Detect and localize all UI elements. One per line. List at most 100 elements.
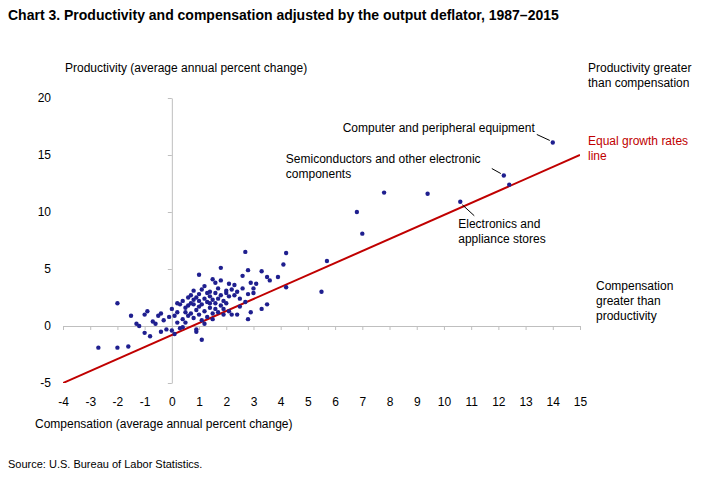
x-tick-label: 8 [387, 395, 394, 409]
x-tick-label: 13 [519, 395, 533, 409]
point [360, 231, 364, 235]
x-tick-mark [553, 326, 554, 330]
x-tick-label: 14 [547, 395, 561, 409]
point [151, 319, 155, 323]
y-tick-mark [168, 269, 172, 270]
point [115, 345, 119, 349]
y-tick-label: -5 [40, 376, 51, 390]
point [216, 296, 220, 300]
x-tick: 6 [332, 326, 339, 409]
annotation: than compensation [588, 76, 689, 90]
point [425, 192, 429, 196]
point [96, 345, 100, 349]
title: Chart 3. Productivity and compensation a… [8, 7, 559, 23]
x-tick: 3 [251, 326, 258, 409]
leader-line [492, 169, 501, 174]
x-tick-label: 1 [196, 395, 203, 409]
point [249, 310, 253, 314]
point [197, 312, 201, 316]
point [551, 140, 555, 144]
point [126, 344, 130, 348]
y-axis-line [172, 99, 173, 384]
point [170, 307, 174, 311]
x-tick-mark [580, 326, 581, 330]
point [205, 315, 209, 319]
y-axis: -505101520 [38, 91, 173, 390]
point [181, 325, 185, 329]
point [200, 337, 204, 341]
point [208, 306, 212, 310]
point [213, 307, 217, 311]
equal-growth-line [63, 155, 580, 383]
x-axis-label: Compensation (average annual percent cha… [35, 417, 293, 431]
y-tick: 20 [38, 91, 172, 105]
x-tick-label: 10 [438, 395, 452, 409]
point [230, 287, 234, 291]
annotation: Compensation [596, 279, 673, 293]
x-axis: -4-3-2-10123456789101112131415 [58, 326, 587, 409]
point [219, 278, 223, 282]
point [246, 292, 250, 296]
point [202, 309, 206, 313]
point [115, 301, 119, 305]
point [202, 296, 206, 300]
point [219, 293, 223, 297]
point [246, 268, 250, 272]
point [172, 314, 176, 318]
point [216, 310, 220, 314]
point [232, 283, 236, 287]
point [183, 310, 187, 314]
point [197, 299, 201, 303]
point [161, 318, 165, 322]
x-tick-mark [390, 326, 391, 330]
y-tick-label: 20 [38, 91, 52, 105]
point [129, 314, 133, 318]
point [181, 317, 185, 321]
annotation: Equal growth rates [588, 134, 688, 148]
x-tick: 2 [223, 326, 230, 409]
x-tick-mark [335, 326, 336, 330]
x-tick-mark [471, 326, 472, 330]
annotation: Semiconductors and other electronic [286, 152, 481, 166]
point [246, 317, 250, 321]
x-tick-mark [90, 326, 91, 330]
x-tick: 1 [196, 326, 203, 409]
x-tick-label: 11 [465, 395, 478, 409]
point [224, 288, 228, 292]
point [284, 285, 288, 289]
x-tick: 8 [387, 326, 394, 409]
y-tick-label: 0 [44, 319, 51, 333]
point [281, 262, 285, 266]
point [249, 280, 253, 284]
point [142, 312, 146, 316]
point [191, 316, 195, 320]
point [159, 311, 163, 315]
x-tick-mark [145, 326, 146, 330]
y-tick-mark [168, 326, 172, 327]
x-tick-label: -2 [113, 395, 124, 409]
x-tick: 9 [414, 326, 421, 409]
y-tick: 15 [38, 148, 172, 162]
x-tick: -4 [58, 326, 69, 409]
point [194, 327, 198, 331]
x-tick-mark [281, 326, 282, 330]
point [164, 327, 168, 331]
x-tick: 15 [574, 326, 588, 409]
point [235, 290, 239, 294]
x-tick-label: 9 [414, 395, 421, 409]
annotation: Computer and peripheral equipment [343, 121, 536, 135]
y-tick-mark [168, 383, 172, 384]
x-tick: 4 [278, 326, 285, 409]
point [202, 322, 206, 326]
point [458, 200, 462, 204]
y-tick-label: 15 [38, 148, 52, 162]
point [197, 273, 201, 277]
point [194, 295, 198, 299]
point [355, 210, 359, 214]
y-axis-label: Productivity (average annual percent cha… [65, 61, 307, 75]
point [243, 250, 247, 254]
leader-line [537, 134, 550, 140]
point [265, 275, 269, 279]
point [208, 294, 212, 298]
point [202, 284, 206, 288]
